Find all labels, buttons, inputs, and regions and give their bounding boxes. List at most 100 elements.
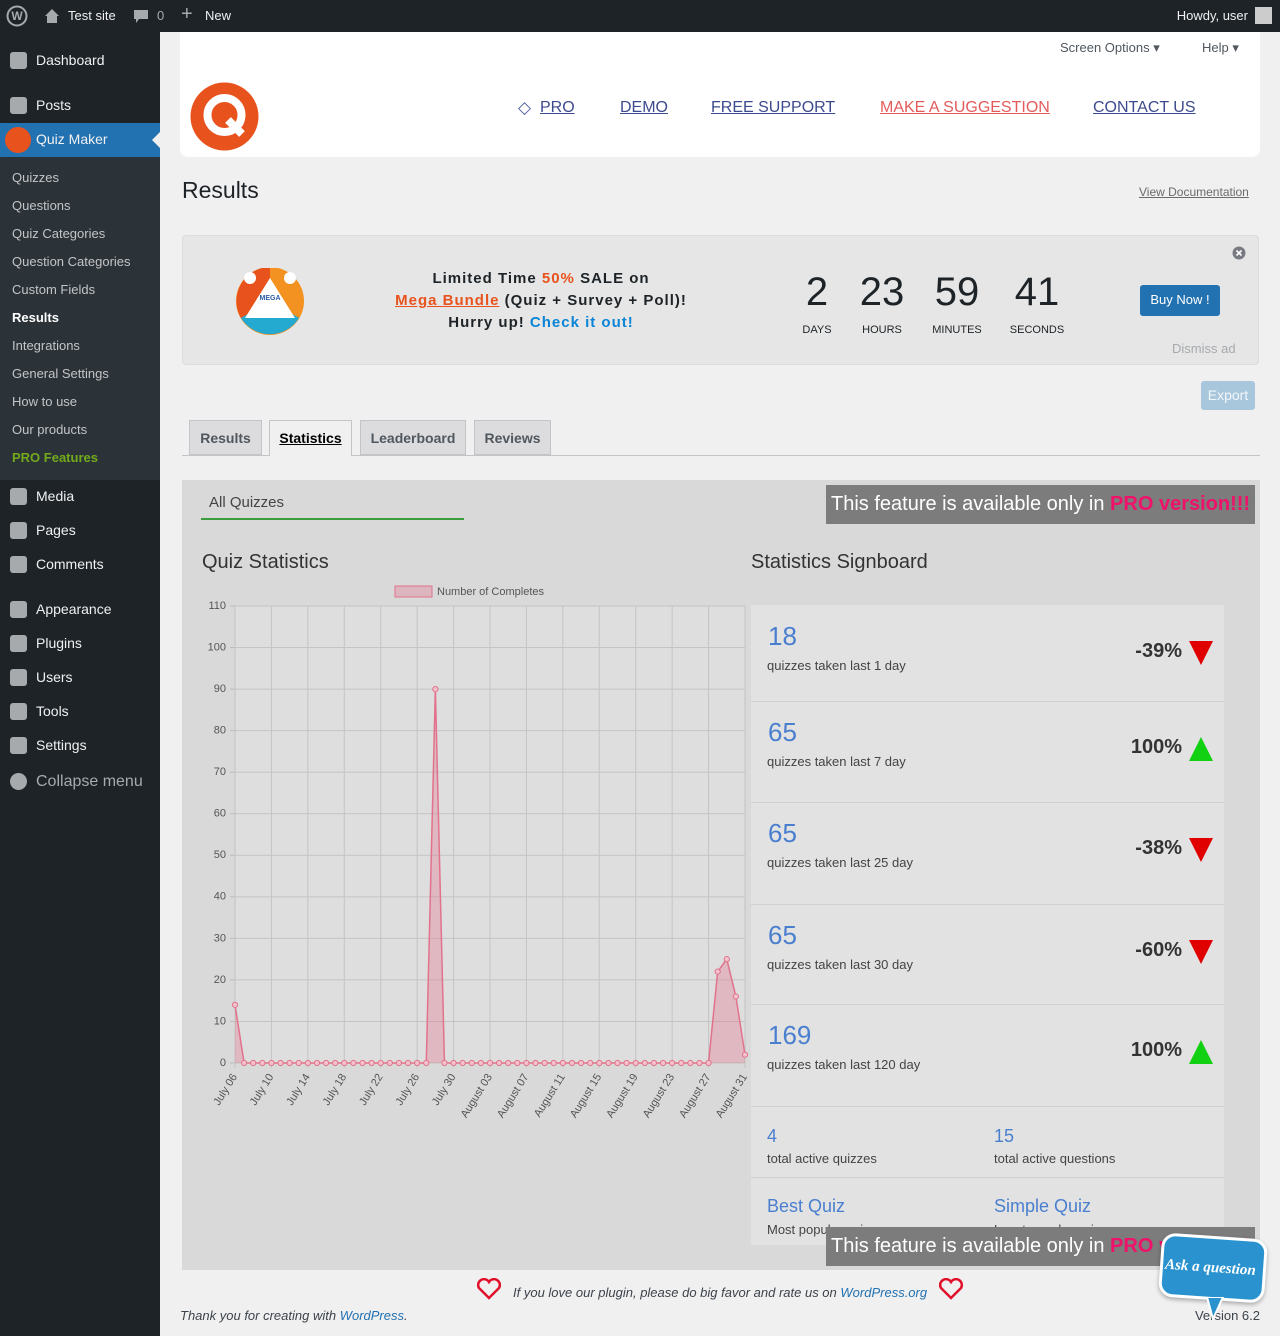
y-tick-label: 50 <box>214 849 226 861</box>
submenu-item[interactable]: Integrations <box>12 338 80 353</box>
export-button[interactable]: Export <box>1201 381 1255 410</box>
promo-text-part: Limited Time <box>432 270 537 287</box>
pro-notice-highlight: PRO version!!! <box>1110 493 1251 515</box>
point <box>259 1059 266 1067</box>
countdown-value: 59 <box>934 270 980 314</box>
rate-link[interactable]: WordPress.org <box>840 1285 928 1300</box>
point <box>550 1059 557 1067</box>
nav-link[interactable]: FREE SUPPORT <box>711 99 836 116</box>
bundle-link[interactable]: Mega Bundle <box>395 292 500 309</box>
menu-item[interactable]: Plugins <box>36 635 82 651</box>
countdown-unit: SECONDS <box>1009 324 1065 336</box>
plugin-logo <box>190 82 259 151</box>
screen-options[interactable]: Screen Options ▾ <box>1060 40 1160 55</box>
help[interactable]: Help ▾ <box>1202 40 1239 55</box>
x-tick-label: July 10 <box>248 1072 277 1108</box>
menu-icon <box>10 488 27 505</box>
menu-item[interactable]: Settings <box>36 737 87 753</box>
point <box>532 1059 539 1067</box>
tab[interactable]: Reviews <box>474 420 551 455</box>
submenu-item[interactable]: How to use <box>12 394 78 409</box>
submenu-item[interactable]: General Settings <box>12 366 109 381</box>
legend-swatch <box>394 585 433 598</box>
stat-value: 169 <box>768 1020 812 1050</box>
x-tick-label: July 22 <box>357 1072 386 1108</box>
row-divider <box>751 1177 1224 1178</box>
point <box>468 1059 475 1067</box>
promo-text-part: SALE on <box>580 270 650 287</box>
stat-value: 65 <box>768 920 797 950</box>
nav-link[interactable]: MAKE A SUGGESTION <box>880 99 1050 116</box>
sidebar: Dashboard Posts Quiz Maker Media Pages Commen… <box>0 32 160 1336</box>
menu-item[interactable]: Quiz Maker <box>36 131 108 147</box>
countdown-value: 41 <box>1014 270 1060 314</box>
comment-icon <box>134 10 148 23</box>
point <box>605 1059 612 1067</box>
pro-diamond: ◇ <box>518 98 532 117</box>
heart-icon <box>939 1278 963 1300</box>
close-icon[interactable] <box>1232 246 1246 260</box>
promo-banner <box>182 235 1259 365</box>
legend-label: Number of Completes <box>437 586 544 598</box>
x-tick-label: August 31 <box>714 1072 750 1120</box>
x-tick-label: August 11 <box>532 1072 568 1120</box>
popular-name[interactable]: Simple Quiz <box>994 1196 1092 1216</box>
menu-item[interactable]: Appearance <box>36 601 112 617</box>
page-title: Results <box>182 177 259 203</box>
dismiss-ad[interactable]: Dismiss ad <box>1172 341 1236 356</box>
buy-button[interactable]: Buy Now ! <box>1140 285 1220 316</box>
point <box>678 1059 685 1067</box>
tab[interactable]: Statistics <box>269 420 352 456</box>
heart-icon <box>477 1278 501 1300</box>
total-label: total active quizzes <box>767 1151 877 1166</box>
comment-count[interactable]: 0 <box>157 8 165 23</box>
nav-link[interactable]: PRO <box>540 99 575 116</box>
submenu-item[interactable]: Custom Fields <box>12 282 96 297</box>
quiz-filter[interactable]: All Quizzes <box>201 494 464 520</box>
new-link[interactable]: New <box>205 8 232 23</box>
menu-item[interactable]: Dashboard <box>36 52 105 68</box>
menu-item[interactable]: Comments <box>36 556 104 572</box>
y-tick-label: 20 <box>214 974 226 986</box>
wordpress-link[interactable]: WordPress <box>339 1308 404 1323</box>
menu-item[interactable]: Users <box>36 669 73 685</box>
point <box>395 1059 403 1067</box>
nav-link[interactable]: DEMO <box>620 99 668 116</box>
greeting[interactable]: Howdy, user <box>1176 8 1248 23</box>
check-link[interactable]: Check it out! <box>529 314 634 331</box>
submenu-item[interactable]: Quiz Categories <box>12 226 106 241</box>
point <box>669 1059 676 1067</box>
row-divider <box>751 701 1224 702</box>
y-tick-label: 100 <box>208 641 226 653</box>
menu-item[interactable]: Media <box>36 488 75 504</box>
menu-icon <box>10 601 27 618</box>
menu-icon <box>10 522 27 539</box>
stat-change: 100% <box>1130 1039 1182 1061</box>
submenu-item[interactable]: Questions <box>12 198 71 213</box>
wp-logo[interactable]: W <box>6 5 28 27</box>
point <box>741 1051 749 1058</box>
point <box>359 1059 366 1067</box>
menu-item[interactable]: Collapse menu <box>36 773 143 790</box>
submenu-item[interactable]: Quizzes <box>12 170 59 185</box>
tab[interactable]: Leaderboard <box>360 420 466 455</box>
popular-name[interactable]: Best Quiz <box>767 1196 846 1216</box>
ask-question[interactable]: Ask a question <box>1157 1232 1269 1304</box>
point <box>705 1059 712 1067</box>
promo-text-part: Hurry up! <box>448 314 525 331</box>
submenu-item[interactable]: Our products <box>12 422 88 437</box>
nav-link[interactable]: CONTACT US <box>1093 99 1196 116</box>
submenu-item[interactable]: Question Categories <box>12 254 131 269</box>
site-name[interactable]: Test site <box>68 8 116 23</box>
tab[interactable]: Results <box>189 420 262 455</box>
point <box>241 1059 248 1067</box>
submenu-item[interactable]: PRO Features <box>12 450 98 465</box>
menu-item[interactable]: Pages <box>36 522 76 538</box>
menu-item[interactable]: Posts <box>36 97 72 113</box>
submenu-item[interactable]: Results <box>12 310 59 325</box>
doc-link[interactable]: View Documentation <box>1139 185 1249 199</box>
plugin-header <box>180 32 1260 157</box>
point <box>432 685 439 693</box>
menu-item[interactable]: Tools <box>36 703 69 719</box>
total-label: total active questions <box>994 1151 1116 1166</box>
